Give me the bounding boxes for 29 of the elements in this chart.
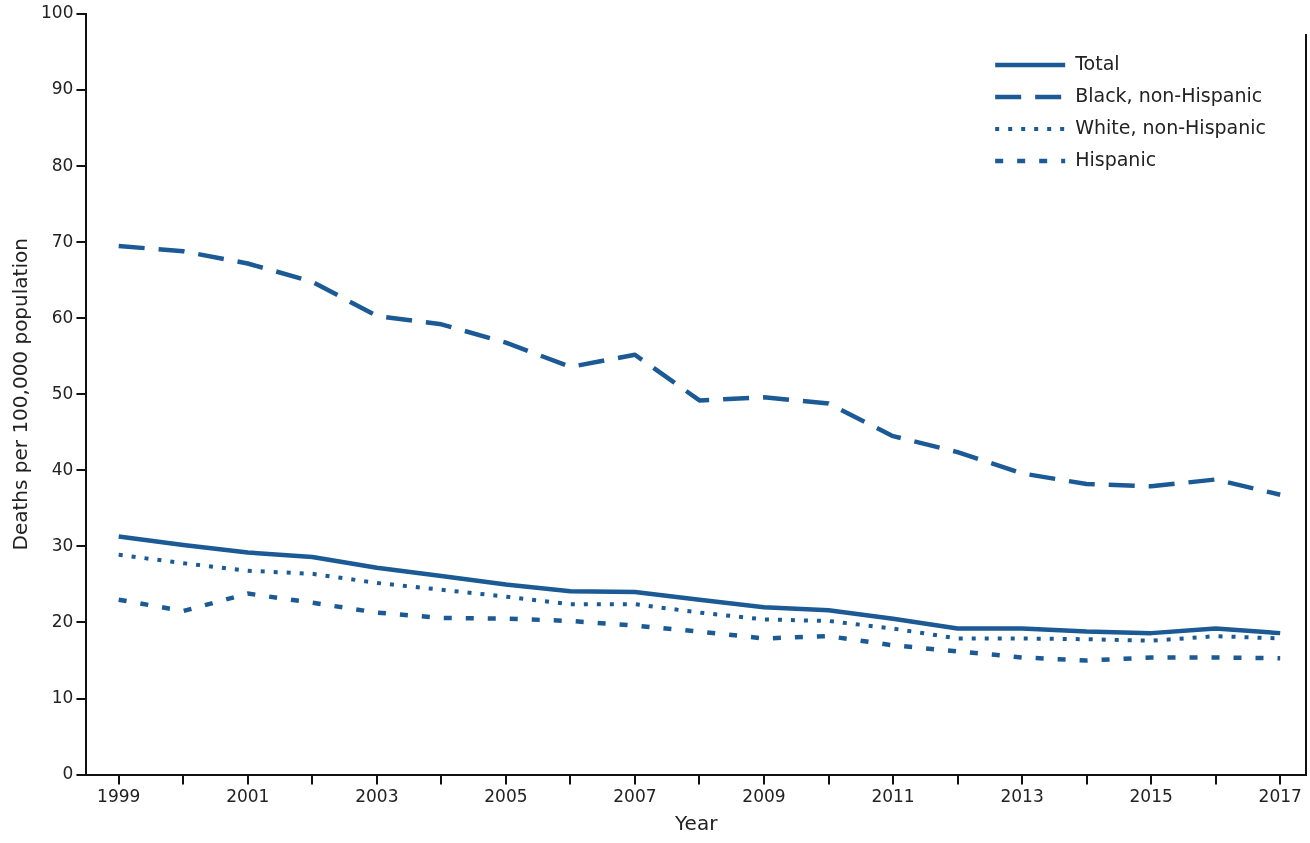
y-tick-label: 0 — [62, 763, 74, 784]
x-tick-label: 2007 — [613, 786, 657, 807]
line-series — [116, 243, 1283, 497]
x-tick-label: 2003 — [355, 786, 399, 807]
line-series — [116, 591, 1283, 663]
x-tick-label: 1999 — [97, 786, 141, 807]
y-tick-label: 30 — [51, 534, 74, 555]
x-tick-label: 2001 — [226, 786, 270, 807]
y-tick-label: 10 — [51, 686, 74, 707]
legend-label: Total — [1074, 51, 1120, 74]
x-tick-label: 2011 — [871, 786, 915, 807]
y-tick-label: 80 — [51, 154, 74, 175]
y-tick-label: 60 — [51, 306, 74, 327]
y-tick-label: 40 — [51, 458, 74, 479]
x-tick-label: 2015 — [1129, 786, 1173, 807]
legend-label: Hispanic — [1075, 147, 1157, 170]
legend-label: Black, non-Hispanic — [1075, 83, 1263, 106]
legend-label: White, non-Hispanic — [1075, 115, 1266, 138]
x-tick-label: 2009 — [742, 786, 786, 807]
x-tick-label: 2005 — [484, 786, 528, 807]
y-axis-title: Deaths per 100,000 population — [8, 238, 33, 551]
x-axis-title: Year — [674, 811, 719, 836]
x-tick-label: 2017 — [1258, 786, 1302, 807]
y-tick-label: 90 — [51, 78, 74, 99]
y-tick-label: 100 — [40, 2, 74, 23]
x-tick-label: 2013 — [1000, 786, 1044, 807]
y-tick-label: 70 — [51, 230, 74, 251]
y-tick-label: 20 — [51, 610, 74, 631]
y-tick-label: 50 — [51, 382, 74, 403]
